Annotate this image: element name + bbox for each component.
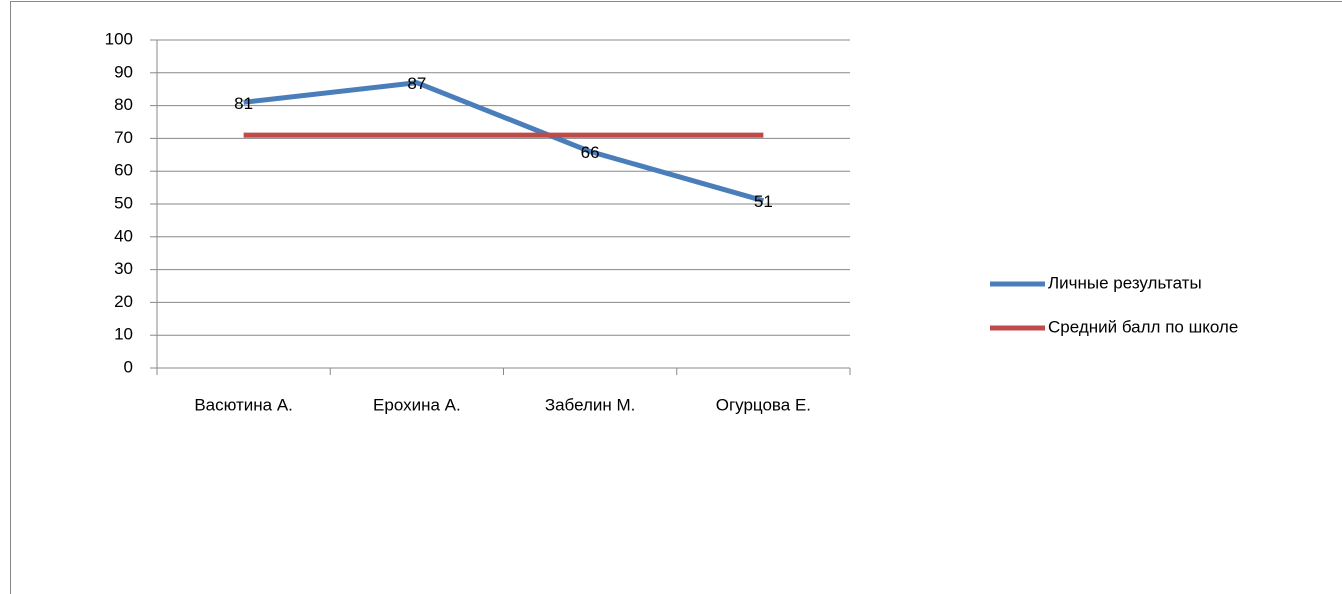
y-tick-label: 40 [114,226,133,245]
data-label: 66 [581,143,600,162]
y-tick-label: 30 [114,259,133,278]
chart-frame [10,1,1342,594]
y-tick-label: 0 [124,357,133,376]
y-tick-label: 10 [114,325,133,344]
legend-label: Средний балл по школе [1048,317,1238,336]
y-tick-label: 100 [105,29,133,48]
x-tick-label: Забелин М. [545,395,636,414]
data-label: 81 [234,94,253,113]
y-tick-label: 80 [114,95,133,114]
y-tick-label: 50 [114,193,133,212]
y-tick-label: 70 [114,128,133,147]
data-label: 87 [407,74,426,93]
legend-label: Личные результаты [1048,273,1202,292]
y-tick-label: 20 [114,292,133,311]
series-line [243,80,765,204]
x-tick-label: Огурцова Е. [716,395,811,414]
x-tick-label: Ерохина А. [373,395,461,414]
data-label: 51 [754,192,773,211]
x-tick-label: Васютина А. [194,395,293,414]
y-tick-label: 90 [114,62,133,81]
y-tick-label: 60 [114,161,133,180]
